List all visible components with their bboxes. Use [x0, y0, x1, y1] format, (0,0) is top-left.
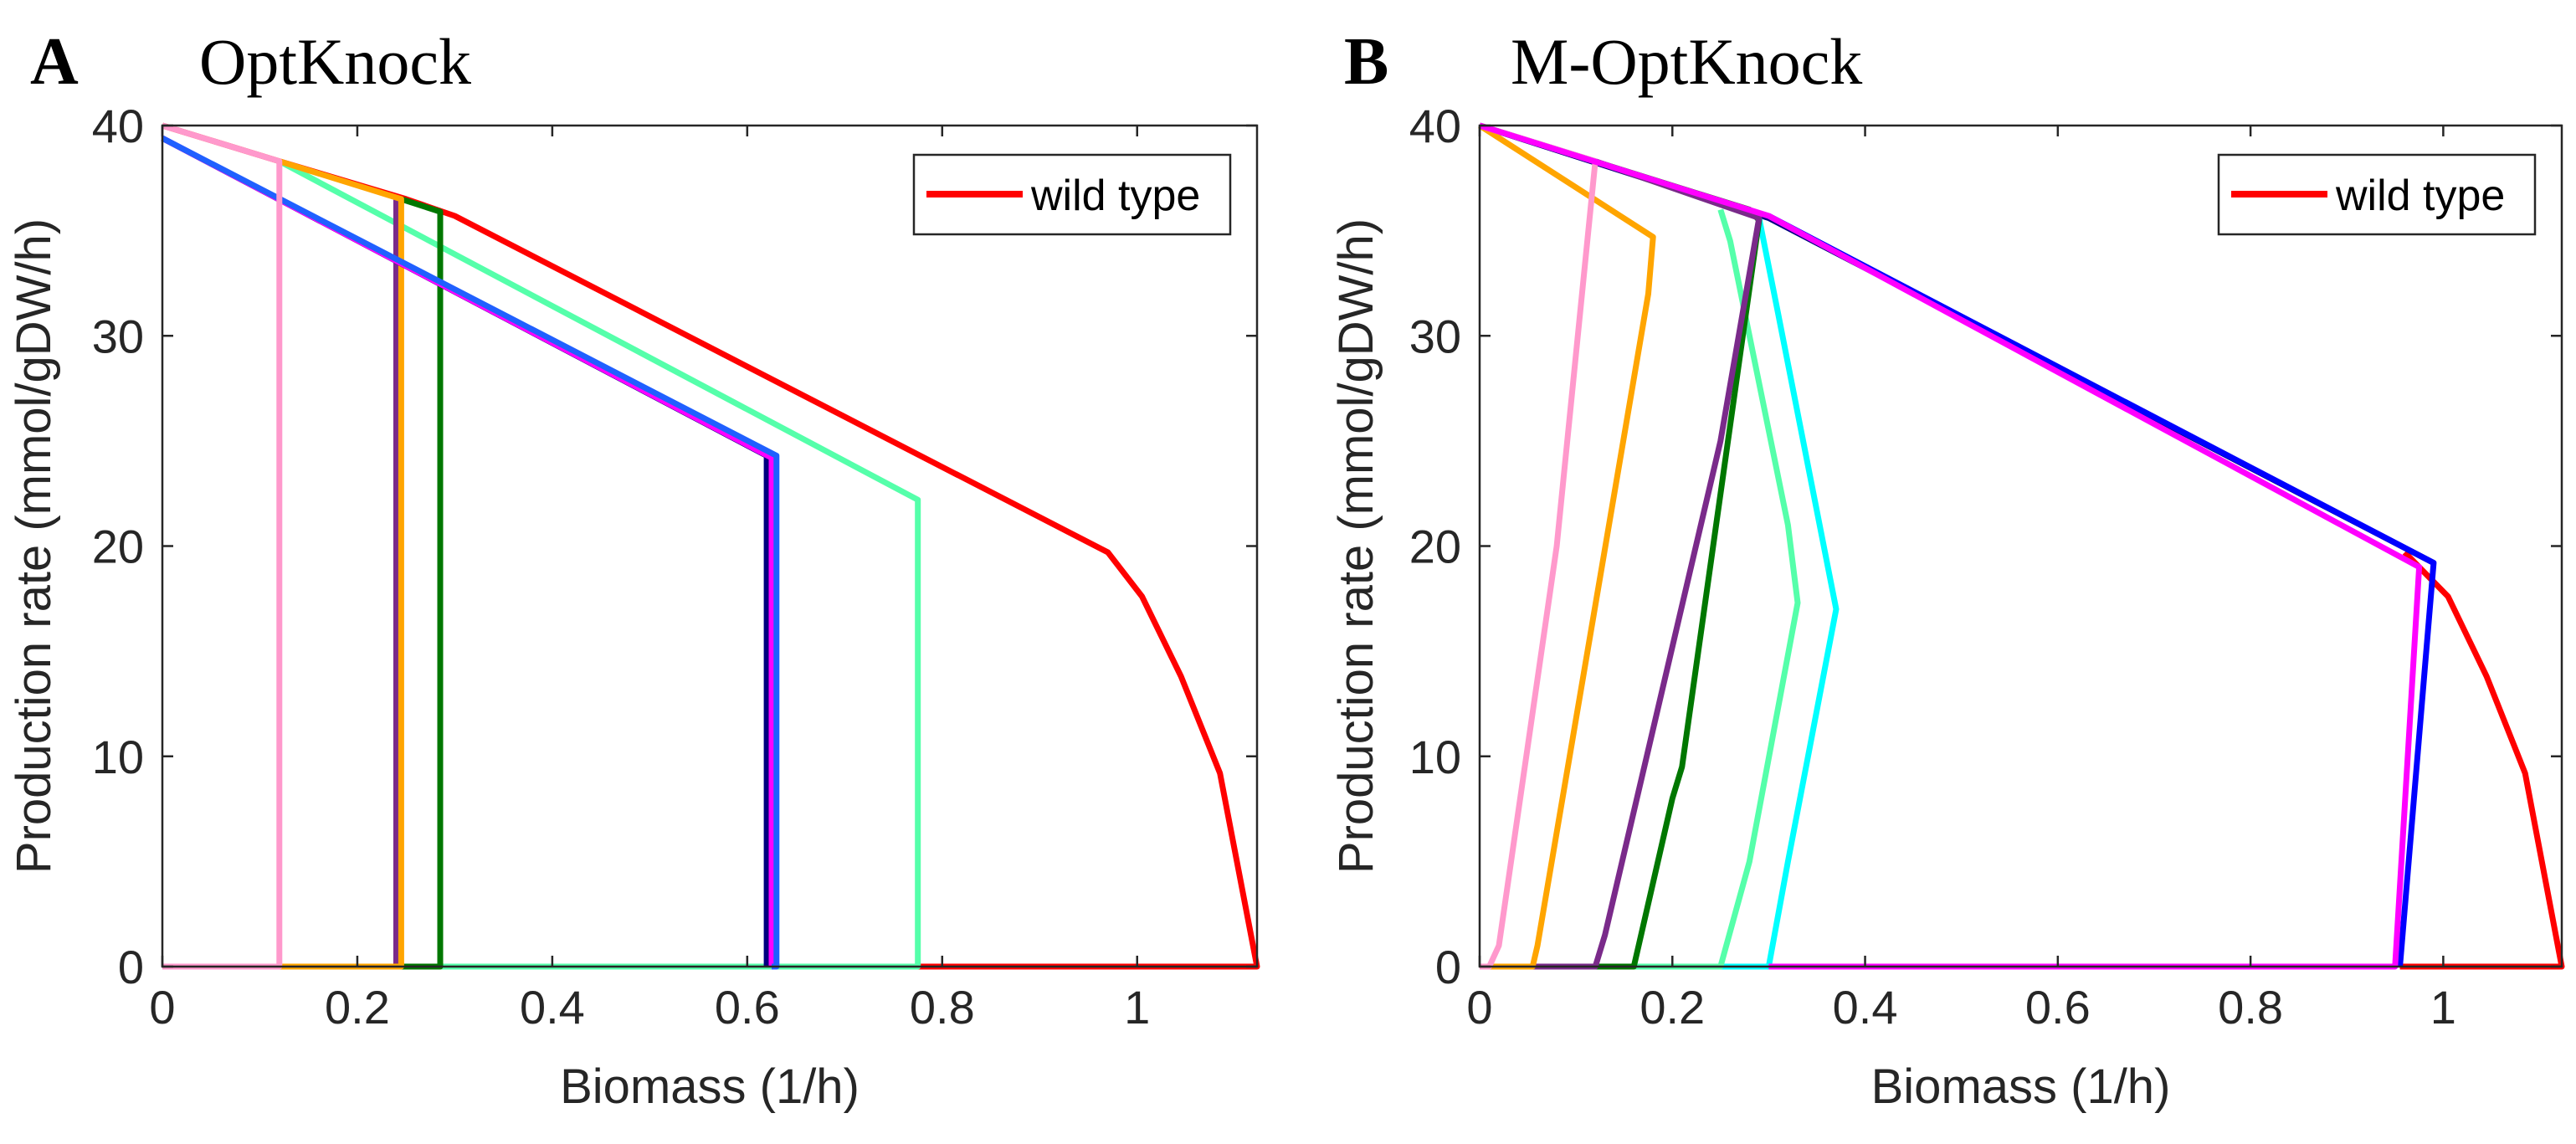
x-tick-label: 0.6: [2025, 981, 2091, 1034]
series-line-pink: [161, 122, 283, 970]
y-axis-label: Production rate (mmol/gDW/h): [7, 218, 61, 874]
x-tick-label: 0.4: [520, 981, 585, 1034]
y-tick-label: 0: [118, 941, 144, 993]
y-tick-label: 20: [1409, 521, 1461, 573]
y-tick-label: 10: [92, 731, 144, 783]
chart-title: OptKnock: [199, 25, 471, 98]
series-group: [161, 122, 1260, 970]
series-line-aquamarine: [278, 158, 921, 970]
series-line-wild-type: [2399, 550, 2565, 970]
x-tick-label: 0: [149, 981, 175, 1034]
y-axis-label: Production rate (mmol/gDW/h): [1329, 218, 1383, 874]
series-line-dark-green: [1478, 122, 1763, 970]
x-tick-label: 0.8: [2218, 981, 2283, 1034]
y-tick-label: 0: [1435, 941, 1461, 993]
x-tick-label: 0: [1466, 981, 1492, 1034]
x-tick-label: 0.6: [715, 981, 780, 1034]
y-tick-label: 30: [1409, 310, 1461, 362]
legend-box: [912, 153, 1232, 236]
panel-label: B: [1344, 25, 1388, 99]
y-tick-label: 40: [92, 100, 144, 152]
legend: wild type: [912, 153, 1232, 236]
y-tick-label: 20: [92, 521, 144, 573]
series-line-wild-type: [161, 122, 1260, 970]
legend: wild type: [2217, 153, 2537, 236]
panel-label: A: [30, 25, 79, 99]
x-tick-label: 0.2: [1640, 981, 1705, 1034]
series-line-magenta: [1478, 122, 2423, 970]
x-axis-label: Biomass (1/h): [1871, 1059, 2171, 1114]
y-tick-label: 40: [1409, 100, 1461, 152]
series-line-dark-green: [400, 196, 444, 970]
x-tick-label: 1: [2430, 981, 2456, 1034]
x-axis-label: Biomass (1/h): [560, 1059, 860, 1114]
series-line-blue: [1767, 213, 2437, 967]
series-line-pink: [1478, 122, 1598, 970]
y-tick-label: 30: [92, 310, 144, 362]
x-tick-label: 0.8: [910, 981, 975, 1034]
legend-label: wild type: [1030, 172, 1200, 220]
series-line-purple: [1478, 122, 1763, 970]
x-tick-label: 1: [1124, 981, 1150, 1034]
y-tick-label: 10: [1409, 731, 1461, 783]
x-tick-label: 0.4: [1833, 981, 1898, 1034]
x-tick-label: 0.2: [325, 981, 390, 1034]
chart-title: M-OptKnock: [1511, 25, 1862, 98]
series-line-orange: [278, 158, 404, 970]
series-group: [1478, 122, 2565, 970]
legend-label: wild type: [2335, 172, 2505, 220]
